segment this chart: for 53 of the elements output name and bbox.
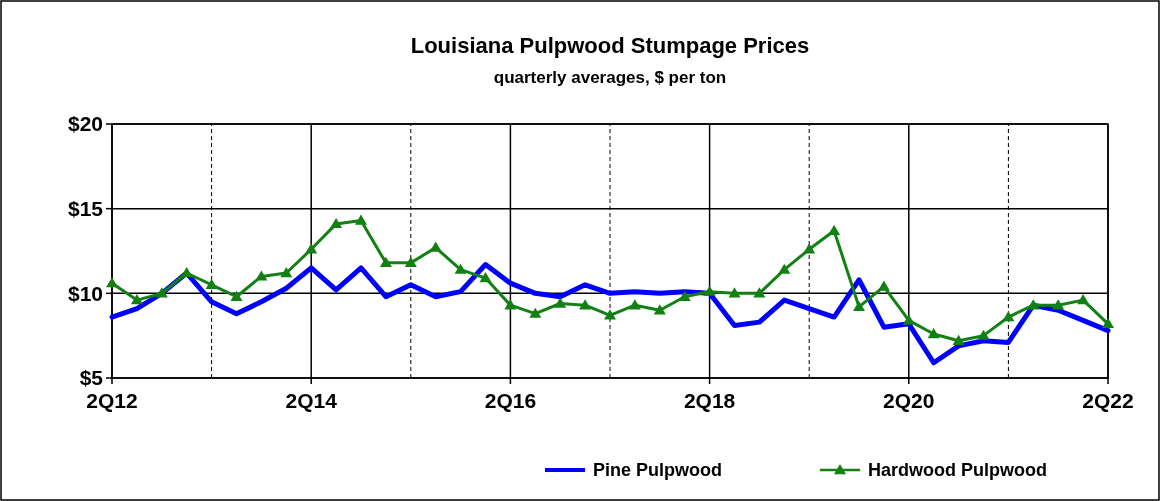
point bbox=[728, 287, 741, 298]
y-tick-label: $20 bbox=[67, 112, 103, 136]
point bbox=[255, 270, 268, 281]
point bbox=[1077, 294, 1090, 305]
point bbox=[853, 300, 865, 312]
point bbox=[479, 272, 492, 283]
point bbox=[877, 280, 890, 291]
point bbox=[753, 287, 766, 298]
point bbox=[1002, 311, 1015, 322]
x-tick-label: 2Q14 bbox=[285, 389, 338, 412]
point bbox=[1027, 299, 1040, 310]
y-tick-label: $5 bbox=[79, 366, 104, 390]
point bbox=[828, 224, 841, 235]
point bbox=[604, 309, 616, 320]
x-tick-label: 2Q22 bbox=[1082, 389, 1134, 412]
legend-label: Hardwood Pulpwood bbox=[868, 460, 1047, 481]
point bbox=[130, 294, 143, 305]
point bbox=[952, 334, 965, 345]
point bbox=[628, 299, 641, 310]
point bbox=[106, 277, 118, 288]
y-tick-label: $10 bbox=[67, 281, 103, 305]
chart-title: Louisiana Pulpwood Stumpage Prices bbox=[410, 33, 810, 58]
point bbox=[305, 243, 318, 254]
point bbox=[180, 267, 193, 278]
point bbox=[653, 304, 666, 315]
point bbox=[280, 267, 293, 278]
x-tick-label: 2Q12 bbox=[86, 389, 138, 412]
point bbox=[803, 243, 816, 254]
point bbox=[230, 290, 243, 301]
x-tick-label: 2Q18 bbox=[683, 389, 736, 412]
point bbox=[205, 278, 218, 290]
point bbox=[977, 329, 990, 340]
point bbox=[927, 327, 940, 339]
y-tick-label: $15 bbox=[67, 197, 104, 221]
point bbox=[1052, 299, 1065, 310]
point bbox=[703, 285, 716, 296]
x-tick-label: 2Q20 bbox=[883, 389, 935, 412]
point bbox=[554, 297, 567, 308]
point bbox=[404, 256, 417, 268]
point bbox=[454, 263, 467, 274]
point bbox=[379, 256, 392, 268]
point bbox=[355, 214, 367, 225]
point bbox=[902, 314, 915, 325]
point bbox=[1102, 317, 1114, 329]
point bbox=[330, 217, 343, 229]
legend-label: Pine Pulpwood bbox=[593, 460, 722, 481]
point bbox=[778, 263, 791, 274]
point bbox=[579, 299, 592, 310]
point bbox=[504, 299, 517, 310]
chart-subtitle: quarterly averages, $ per ton bbox=[493, 68, 727, 87]
x-tick-label: 2Q16 bbox=[484, 389, 537, 412]
point bbox=[529, 307, 542, 318]
point bbox=[155, 287, 168, 298]
